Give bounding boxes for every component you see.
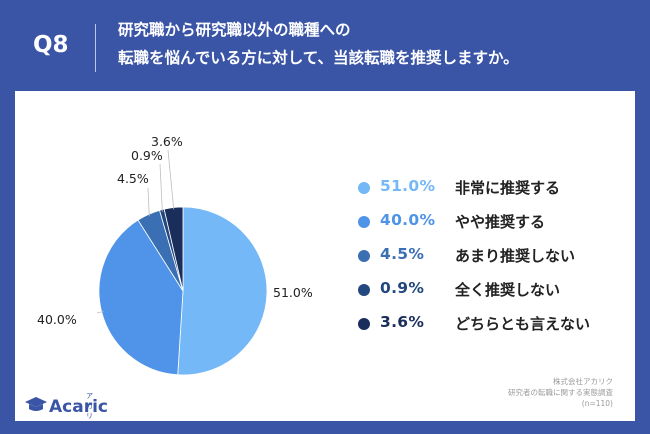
legend-item: 4.5% あまり推奨しない bbox=[358, 245, 628, 269]
question-number: Q8 bbox=[33, 32, 69, 58]
pie-leader-line bbox=[167, 149, 175, 210]
legend-percent: 40.0% bbox=[380, 211, 436, 229]
legend-label: やや推奨する bbox=[455, 213, 546, 231]
question-text: 研究職から研究職以外の職種への 転職を悩んでいる方に対して、当該転職を推奨します… bbox=[118, 16, 638, 72]
header-divider bbox=[95, 24, 96, 72]
pie-value-label: 3.6% bbox=[151, 134, 183, 149]
legend-label: あまり推奨しない bbox=[455, 247, 576, 265]
logo-text: Acaric bbox=[49, 397, 108, 417]
legend-label: 全く推奨しない bbox=[455, 281, 561, 299]
legend-percent: 3.6% bbox=[380, 313, 425, 331]
logo-kana: アカリク bbox=[86, 392, 93, 430]
legend-swatch bbox=[358, 318, 370, 330]
graduation-cap-icon bbox=[25, 397, 47, 411]
pie-slice bbox=[177, 206, 268, 376]
pie-value-label: 40.0% bbox=[37, 312, 77, 327]
legend-item: 0.9% 全く推奨しない bbox=[358, 279, 628, 303]
legend-swatch bbox=[358, 250, 370, 262]
source-note: 株式会社アカリク 研究者の転職に関する実態調査 (n=110) bbox=[508, 376, 613, 409]
question-line-1: 研究職から研究職以外の職種への bbox=[118, 21, 351, 39]
pie-value-label: 0.9% bbox=[131, 148, 163, 163]
legend-item: 51.0% 非常に推奨する bbox=[358, 177, 628, 201]
source-sample-size: (n=110) bbox=[581, 399, 613, 408]
pie-leader-line bbox=[147, 187, 150, 217]
legend-item: 40.0% やや推奨する bbox=[358, 211, 628, 235]
chart-card: 51.0% 40.0% 4.5% 0.9% 3.6% 51.0% 非常に推奨する 40.0%… bbox=[15, 91, 635, 421]
pie-chart bbox=[96, 149, 268, 376]
question-line-2: 転職を悩んでいる方に対して、当該転職を推奨しますか。 bbox=[118, 49, 519, 67]
pie-leader-line bbox=[159, 163, 163, 212]
pie-value-label: 51.0% bbox=[273, 285, 313, 300]
legend-swatch bbox=[358, 216, 370, 228]
pie-value-label: 4.5% bbox=[117, 171, 149, 186]
legend-percent: 0.9% bbox=[380, 279, 425, 297]
legend-swatch bbox=[358, 182, 370, 194]
legend-percent: 51.0% bbox=[380, 177, 436, 195]
source-survey: 研究者の転職に関する実態調査 bbox=[508, 388, 613, 397]
legend-label: 非常に推奨する bbox=[455, 179, 561, 197]
legend-percent: 4.5% bbox=[380, 245, 425, 263]
legend-item: 3.6% どちらとも言えない bbox=[358, 313, 628, 337]
source-company: 株式会社アカリク bbox=[553, 377, 613, 386]
legend-label: どちらとも言えない bbox=[455, 315, 591, 333]
pie-leader-line bbox=[96, 311, 104, 314]
header: Q8 研究職から研究職以外の職種への 転職を悩んでいる方に対して、当該転職を推奨… bbox=[0, 0, 650, 92]
legend-swatch bbox=[358, 284, 370, 296]
